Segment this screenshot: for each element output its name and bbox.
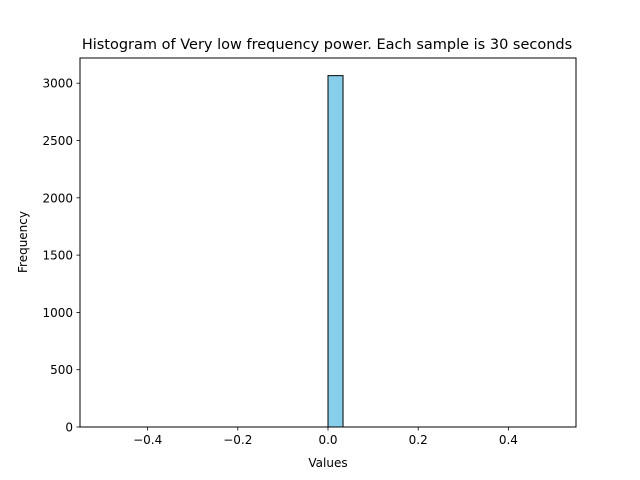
x-tick-label: −0.2 [223, 433, 252, 447]
y-tick-label: 2500 [42, 134, 73, 148]
y-tick-label: 1500 [42, 249, 73, 263]
x-tick-label: 0.4 [499, 433, 518, 447]
x-axis-label: Values [308, 456, 347, 470]
bars-group [327, 75, 344, 428]
y-axis-label: Frequency [16, 211, 30, 273]
histogram-bar [327, 75, 344, 428]
y-tick-label: 3000 [42, 77, 73, 91]
x-tick-label: 0.0 [318, 433, 337, 447]
y-tick-label: 1000 [42, 306, 73, 320]
x-tick-label: −0.4 [133, 433, 162, 447]
y-tick-label: 0 [65, 421, 73, 435]
x-axis: −0.4 −0.2 0.0 0.2 0.4 [133, 427, 518, 447]
chart-title: Histogram of Very low frequency power. E… [82, 37, 572, 53]
y-axis: 0 500 1000 1500 2000 2500 3000 [42, 77, 80, 435]
y-tick-label: 500 [50, 363, 73, 377]
x-tick-label: 0.2 [409, 433, 428, 447]
y-tick-label: 2000 [42, 191, 73, 205]
